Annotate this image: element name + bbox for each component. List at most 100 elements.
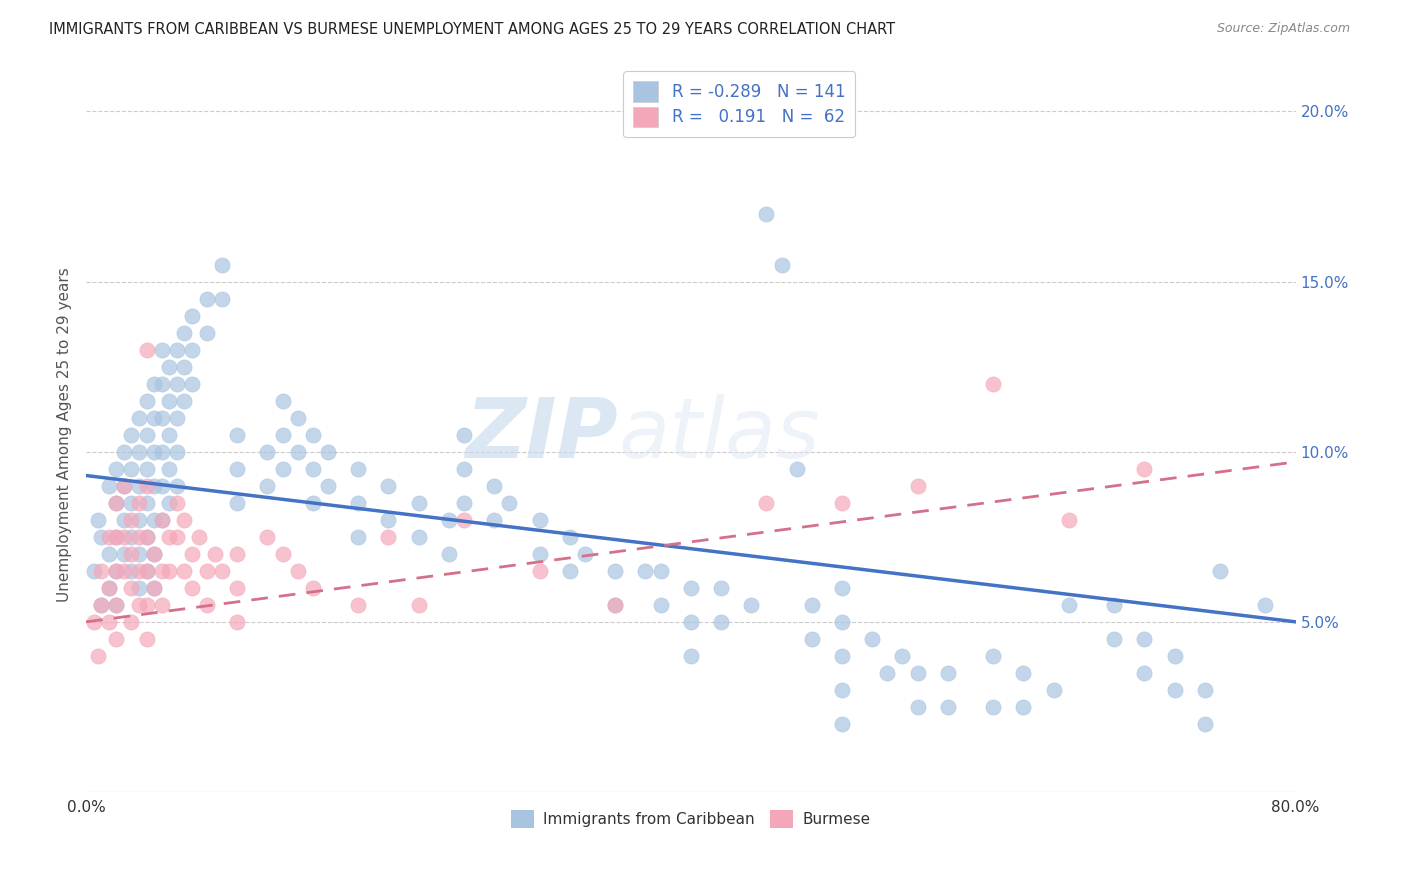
Text: Source: ZipAtlas.com: Source: ZipAtlas.com (1216, 22, 1350, 36)
Point (408, 598, 430, 612)
Point (755, 496, 778, 510)
Point (150, 479, 173, 493)
Point (271, 547, 294, 561)
Point (408, 530, 430, 544)
Point (143, 581, 166, 595)
Point (157, 427, 180, 442)
Point (135, 564, 157, 578)
Point (90, 530, 112, 544)
Point (226, 581, 249, 595)
Point (1209, 564, 1232, 578)
Point (831, 682, 853, 697)
Point (97, 615, 120, 629)
Point (605, 598, 627, 612)
Point (1163, 648, 1185, 663)
Point (558, 564, 581, 578)
Point (87, 648, 110, 663)
Point (1254, 598, 1277, 612)
Point (173, 326, 195, 340)
Point (135, 393, 157, 408)
Point (1133, 632, 1156, 646)
Point (981, 376, 1004, 391)
Point (195, 564, 218, 578)
Point (195, 598, 218, 612)
Point (981, 648, 1004, 663)
Point (226, 496, 249, 510)
Point (188, 530, 211, 544)
Point (453, 461, 475, 475)
Point (97, 530, 120, 544)
Point (143, 513, 166, 527)
Point (860, 632, 883, 646)
Point (1102, 598, 1125, 612)
Point (173, 393, 195, 408)
Point (529, 564, 551, 578)
Point (302, 581, 325, 595)
Legend: Immigrants from Caribbean, Burmese: Immigrants from Caribbean, Burmese (505, 804, 876, 834)
Point (271, 393, 294, 408)
Point (157, 496, 180, 510)
Point (128, 564, 150, 578)
Point (90, 598, 112, 612)
Point (437, 547, 460, 561)
Point (112, 530, 135, 544)
Point (650, 564, 672, 578)
Point (128, 513, 150, 527)
Point (105, 598, 128, 612)
Point (710, 615, 733, 629)
Point (128, 581, 150, 595)
Point (150, 598, 173, 612)
Point (831, 717, 853, 731)
Point (1102, 632, 1125, 646)
Point (316, 479, 339, 493)
Point (105, 496, 128, 510)
Point (166, 444, 188, 458)
Point (97, 547, 120, 561)
Point (1133, 665, 1156, 680)
Point (173, 513, 195, 527)
Point (1012, 699, 1035, 714)
Point (112, 479, 135, 493)
Point (135, 598, 157, 612)
Point (105, 564, 128, 578)
Point (800, 598, 823, 612)
Point (1133, 461, 1156, 475)
Point (936, 665, 959, 680)
Point (173, 359, 195, 374)
Point (679, 581, 702, 595)
Point (135, 479, 157, 493)
Point (143, 547, 166, 561)
Point (498, 496, 520, 510)
Point (90, 564, 112, 578)
Point (128, 479, 150, 493)
Point (128, 410, 150, 425)
Point (105, 530, 128, 544)
Point (302, 427, 325, 442)
Point (347, 530, 370, 544)
Point (150, 564, 173, 578)
Point (287, 564, 309, 578)
Point (574, 547, 596, 561)
Point (128, 444, 150, 458)
Point (408, 496, 430, 510)
Point (679, 615, 702, 629)
Point (128, 530, 150, 544)
Point (211, 564, 233, 578)
Point (105, 564, 128, 578)
Point (87, 513, 110, 527)
Point (166, 376, 188, 391)
Point (150, 444, 173, 458)
Point (271, 427, 294, 442)
Point (302, 496, 325, 510)
Point (166, 479, 188, 493)
Point (120, 461, 142, 475)
Point (157, 564, 180, 578)
Point (112, 513, 135, 527)
Point (226, 427, 249, 442)
Point (166, 496, 188, 510)
Point (166, 530, 188, 544)
Point (710, 581, 733, 595)
Point (226, 547, 249, 561)
Point (256, 479, 278, 493)
Point (128, 547, 150, 561)
